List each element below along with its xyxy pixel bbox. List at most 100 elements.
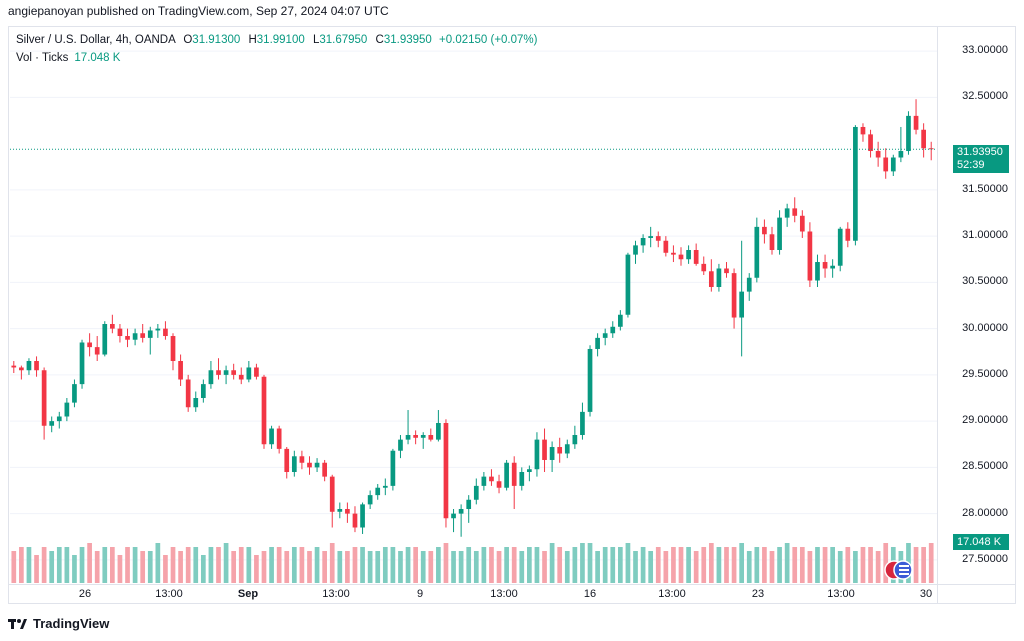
bar-countdown: 52:39 [957,159,985,171]
candle-body [79,342,85,385]
volume-indicator-label[interactable]: Vol · Ticks [16,52,69,64]
candle-body [466,499,472,509]
volume-bar [921,547,926,583]
time-tick-label: 23 [751,588,765,600]
volume-bar [405,547,411,583]
candle-body [132,333,138,340]
candle-body [595,337,600,349]
candle-body [913,115,919,130]
candle-body [898,151,904,158]
candle-body [238,374,244,380]
symbol-title[interactable]: Silver / U.S. Dollar, 4h, OANDA [16,34,176,46]
price-tick-label: 28.00000 [962,506,1008,519]
candle-body [307,462,312,468]
candle-body [648,236,654,238]
us-flag-icon[interactable] [884,560,914,580]
candle-body [534,439,540,470]
volume-bar [580,543,585,583]
candle-body [398,439,403,451]
candle-body [625,254,631,315]
volume-bar [815,547,820,583]
volume-bar [868,547,873,583]
volume-bar [200,555,206,583]
volume-bar [746,551,752,583]
volume-bar [860,547,866,583]
candle-body [405,435,411,440]
volume-bar [671,547,676,583]
volume-bar [519,551,525,583]
volume-bar [64,547,70,583]
volume-bar [19,547,24,583]
candle-body [41,370,47,426]
volume-bar [178,551,183,583]
volume-bar [155,543,161,583]
candle-body [352,513,358,528]
candle-body [200,384,206,398]
volume-bar [716,547,722,583]
candle-body [231,370,237,375]
candle-body [860,126,866,135]
volume-bar [511,547,517,583]
candle-body [329,476,335,512]
volume-bar [132,547,138,583]
volume-bar [41,547,47,583]
candle-body [671,252,676,255]
candle-body [163,328,168,337]
candle-body [799,215,805,232]
price-tick-label: 30.00000 [962,321,1008,334]
candle-body [754,226,760,278]
candle-body [519,472,525,486]
candle-body [49,421,55,426]
volume-bar [443,543,449,583]
volume-bar [26,547,32,583]
candle-body [686,250,691,260]
candle-body [140,333,146,338]
candle-body [875,151,881,158]
candle-body [792,208,798,216]
candle-body [473,485,479,500]
price-tick-label: 29.00000 [962,414,1008,427]
candle-body [489,476,494,482]
volume-bar [322,551,328,583]
candle-body [481,476,487,486]
volume-bar [390,547,396,583]
volume-bar [792,547,798,583]
chart-legend: Silver / U.S. Dollar, 4h, OANDA O31.9130… [16,31,537,67]
volume-bar [564,551,570,583]
volume-bar [648,551,654,583]
candle-body [542,439,547,460]
price-tick-label: 31.00000 [962,229,1008,242]
volume-bar [110,547,115,583]
volume-bar [473,551,479,583]
candle-body [155,328,161,331]
open-label: O [183,34,193,46]
candle-body [496,481,502,488]
volume-bar [329,543,335,583]
candle-body [511,462,517,486]
volume-bar [731,547,737,583]
volume-bar [807,551,813,583]
candle-body [337,509,343,512]
volume-bar [557,547,563,583]
close-label: C [375,34,384,46]
candle-body [19,367,24,371]
close-value: 31.93950 [383,34,432,46]
candle-body [784,208,790,218]
candle-body [390,450,396,486]
low-value: 31.67950 [319,34,368,46]
candle-body [345,509,350,514]
candle-body [724,268,729,274]
footer-brand[interactable]: TradingView [8,616,109,631]
candle-body [87,342,92,348]
candle-body [451,513,456,519]
candle-body [110,324,115,329]
candle-body [413,435,418,438]
candle-body [436,422,441,440]
candle-body [678,254,684,260]
candle-body [246,367,252,380]
candle-body [367,495,373,505]
volume-bar [769,551,775,583]
candle-body [322,462,328,477]
volume-bar [238,547,244,583]
